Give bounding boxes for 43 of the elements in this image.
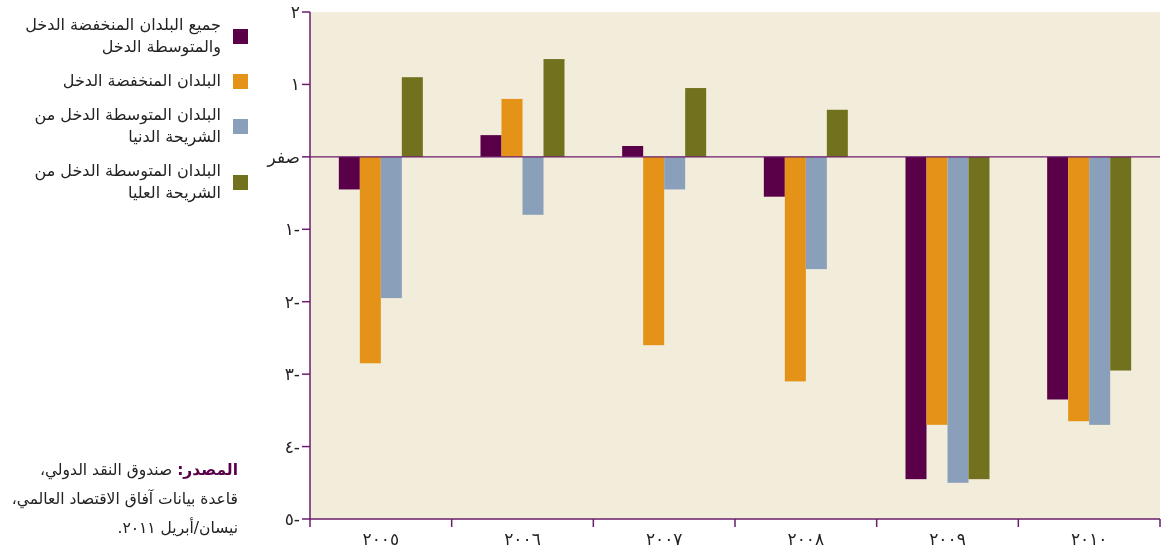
y-tick-label: ١ — [290, 74, 300, 95]
legend-label: جميع البلدان المنخفضة الدخل والمتوسطة الدخل — [24, 14, 221, 58]
bar — [763, 156, 785, 197]
bar — [543, 59, 565, 157]
text: المصدر: صندوق النقد الدولي، قاعدة بيانات آفاق الاقتصاد العالمي، نيسان/أبريل ٢٠١١. — [10, 460, 238, 539]
bar — [643, 156, 665, 346]
legend-label: البلدان المتوسطة الدخل من الشريحة الدنيا — [33, 104, 221, 148]
bar — [1089, 156, 1111, 425]
x-tick-label: ٢٠٠٨ — [787, 529, 825, 549]
bar — [926, 156, 948, 425]
bar — [905, 156, 927, 480]
legend-label: البلدان المتوسطة الدخل من الشريحة العليا — [33, 160, 221, 204]
bar — [664, 156, 686, 190]
bar — [685, 88, 707, 157]
y-tick-label: صفر — [266, 146, 300, 167]
y-tick-label: ٤- — [284, 436, 300, 457]
bar — [380, 156, 402, 299]
y-tick-label: ٢- — [284, 291, 300, 312]
bar — [338, 156, 360, 190]
legend-label: البلدان المنخفضة الدخل — [62, 70, 221, 92]
bar — [622, 145, 644, 157]
y-tick-label: ١- — [284, 219, 300, 240]
bar — [501, 98, 523, 157]
x-tick-label: ٢٠٠٧ — [645, 529, 683, 549]
y-tick-label: ٢ — [290, 2, 300, 22]
bar — [1068, 156, 1090, 422]
y-tick-label: ٣- — [284, 364, 300, 385]
x-tick-label: ٢٠٠٦ — [504, 529, 541, 549]
x-tick-label: ٢٠١٠ — [1070, 529, 1108, 549]
bar — [401, 77, 423, 157]
bar — [947, 156, 969, 483]
bar — [826, 109, 848, 157]
bar — [480, 135, 502, 157]
bar — [805, 156, 827, 270]
x-tick-label: ٢٠٠٥ — [362, 529, 400, 549]
bar — [1110, 156, 1132, 371]
x-tick-label: ٢٠٠٩ — [929, 529, 966, 549]
bar — [968, 156, 990, 480]
bar — [784, 156, 806, 382]
bar — [522, 156, 544, 215]
y-tick-label: ٥- — [284, 509, 300, 529]
bar — [1047, 156, 1069, 400]
bar — [359, 156, 381, 364]
